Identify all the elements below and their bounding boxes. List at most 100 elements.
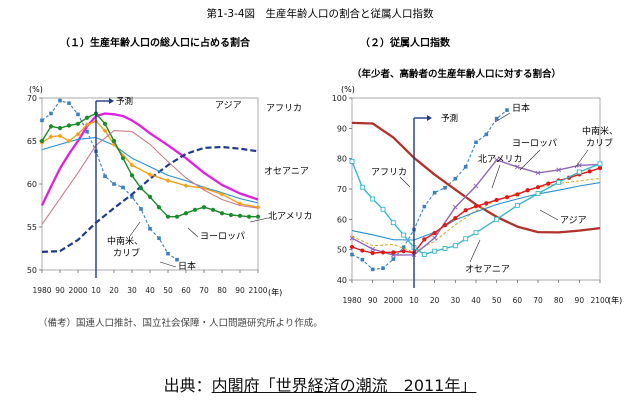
panel1-point-north_america [129,162,135,168]
panel2-axes: 40 50 60 70 80 90 100 1980 90 2000 10 20 30 40 50 60 70 8… [332,94,610,305]
panel2-point-asia [484,201,489,206]
panel2-point-asia [401,249,406,254]
panel2-point-latin_america [442,246,448,251]
panel1-point-europe [192,207,198,212]
panel2-point-europe [535,170,541,176]
panel1-point-europe [147,194,153,199]
panel1-point-europe [84,115,90,120]
panel2-label-latin-america-1: 中南米、 [582,125,618,137]
panel1-point-north_america [57,133,63,139]
panel2-series-japan [351,109,508,270]
panel1-xtick-label: 90 [55,286,65,295]
panel1-xtick-label: 2100 [248,286,267,295]
panel1-point-japan [58,98,62,103]
panel1-point-europe [237,213,243,218]
panel1-point-europe [48,124,54,129]
panel1-point-north_america [219,191,225,197]
source-link[interactable]: 内閣府「世界経済の潮流 2011年」 [211,376,477,395]
panel2-point-latin_america [556,179,562,185]
panel2-label-oceania: オセアニア [465,264,510,275]
panel2-point-japan [443,185,447,190]
panel2-xtick-label: 30 [451,296,461,305]
panel2-series-oceania [351,182,601,241]
panel1-point-north_america [48,134,54,140]
panel2-xtick-label: 80 [554,296,564,305]
panel1-leader-japan [159,261,177,268]
panel2-point-latin_america [421,252,427,257]
panel2-leader-north-america [491,164,501,189]
panel2-point-japan [484,132,489,137]
figure-note: （備考）国連人口推計、国立社会保障・人口問題研究所より作成。 [38,317,323,329]
panel1-forecast-arrowhead [109,98,114,104]
panel2-title: （２）従属人口指数 [360,36,451,49]
panel1-point-europe [228,212,234,218]
panel1-point-europe [57,126,63,131]
panel2-point-asia [494,197,499,203]
panel1-point-europe [75,121,81,126]
panel2-label-africa: アフリカ [371,167,407,178]
panel2-point-asia [473,204,479,209]
panel2-point-japan [391,257,396,261]
panel1-point-north_america [165,178,171,183]
panel2-point-japan [505,108,509,112]
panel2-point-asia [597,165,603,171]
panel2-point-latin_america [370,196,376,202]
panel1-point-europe [39,138,45,144]
panel1-point-europe [183,211,189,216]
panel2-point-europe [494,157,500,163]
source-prefix: 出典： [163,376,212,395]
panel2-xtick-label: 2000 [384,296,403,305]
panel2-xtick-label: 20 [430,296,440,305]
panel2-ytick-label: 50 [337,246,347,255]
panel1-point-europe [246,214,252,219]
panel2-ytick-label: 100 [332,94,347,103]
panel1-point-north_america [255,204,261,210]
panel1-series [39,98,261,262]
panel2-xtick-label: 1980 [342,296,361,305]
panel1-xtick-label: 40 [145,286,155,295]
panel1-label-asia: アジア [215,101,242,111]
panel1-point-europe [129,173,135,178]
panel2-ytick-label: 70 [337,185,347,194]
panel2-point-latin_america [380,206,386,212]
panel1-label-europe: ヨーロッパ [200,231,245,242]
panel2-leader-japan [494,112,511,123]
panel1-point-japan [103,174,107,179]
panel2-point-japan [453,176,458,181]
panel1-point-europe [219,211,225,216]
panel1-ytick-label: 70 [27,94,37,103]
panel2-label-north-america: 北アメリカ [478,154,523,165]
panel2-point-japan [474,140,478,145]
panel1-xtick-label: 20 [109,286,119,295]
panel1-point-europe [201,205,207,210]
panel1-xtick-label: 2000 [68,286,87,295]
figure-title: 第1-3-4図 生産年齢人口の割合と従属人口指数 [206,7,434,20]
panel1-point-japan [175,257,179,262]
panel1-point-japan [49,111,53,116]
panel1-xtick-label: 50 [163,286,173,295]
panel1-point-europe [255,214,261,219]
panel2-point-japan [370,267,375,272]
panel-working-age-share: （１）生産年齢人口の総人口に占める割合 (%) (年) 50 55 60 65 70 19… [27,36,313,297]
panel2-point-latin_america [349,158,355,164]
panel2-point-asia [535,185,541,190]
panel1-point-north_america [84,122,90,128]
panel-dependency-ratio: （２）従属人口指数 （年少者、高齢者の生産年齢人口に対する割合） (%) (年)… [332,36,623,305]
panel1-ytick-label: 55 [27,223,37,232]
panel2-point-latin_america [463,236,469,242]
panel2-point-asia [349,244,355,250]
panel2-leader-oceania [469,239,481,263]
panel1-series-asia [40,112,259,206]
panel1-leader-latin-america [129,221,141,237]
panel2-point-japan [350,252,354,257]
panel2-subtitle: （年少者、高齢者の生産年齢人口に対する割合） [352,68,561,80]
panel1-point-north_america [183,183,189,189]
panel1-point-north_america [75,131,81,137]
panel2-label-latin-america-2: カリブ [586,137,613,149]
panel1-point-north_america [147,172,153,177]
panel2-leader-asia [539,209,559,221]
panel2-label-europe: ヨーロッパ [512,138,557,149]
panel1-point-japan [76,112,80,117]
panel1-series-latin_america [41,130,259,225]
